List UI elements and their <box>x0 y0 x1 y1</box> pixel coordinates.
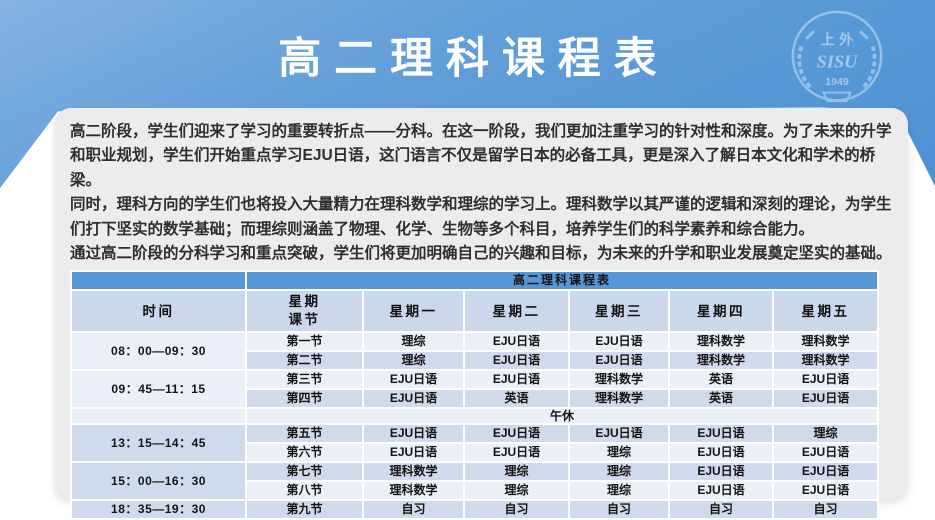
time-cell: 08：00—09：30 <box>72 333 245 370</box>
subject-cell: EJU日语 <box>364 425 463 443</box>
subject-cell: EJU日语 <box>465 352 568 370</box>
subject-cell: EJU日语 <box>774 371 878 389</box>
table-title-spacer <box>72 272 245 290</box>
svg-text:1949: 1949 <box>825 76 849 88</box>
school-seal-icon: 上 外 SISU 1949 <box>791 10 883 103</box>
page-title: 高二理科课程表 <box>278 35 670 83</box>
subject-cell: 理科数学 <box>670 352 772 370</box>
subject-cell: 理科数学 <box>364 463 463 481</box>
col-header-week-period: 星期 课节 <box>247 291 362 332</box>
table-row: 18：35—19：30 第九节 自习 自习 自习 自习 自习 <box>72 501 878 519</box>
period-cell: 第九节 <box>247 501 362 519</box>
table-row: 15：00—16：30 第七节 理科数学 理综 理综 EJU日语 EJU日语 <box>72 463 878 500</box>
subject-cell: 理科数学 <box>670 333 772 351</box>
subject-cell: 英语 <box>465 390 568 408</box>
period-cell: 第七节 <box>247 463 362 481</box>
period-cell: 第三节 <box>247 371 362 389</box>
col-header-tuesday: 星期二 <box>465 291 568 332</box>
time-cell: 09：45—11：15 <box>72 371 245 408</box>
subject-cell: EJU日语 <box>465 425 568 443</box>
col-header-wednesday: 星期三 <box>570 291 668 332</box>
subject-cell: EJU日语 <box>465 444 568 462</box>
time-cell: 15：00—16：30 <box>72 463 245 500</box>
svg-text:SISU: SISU <box>817 52 858 72</box>
period-cell: 第二节 <box>247 352 362 370</box>
svg-text:上 外: 上 外 <box>821 31 854 49</box>
period-cell: 第八节 <box>247 482 362 500</box>
intro-paragraph: 通过高二阶段的分科学习和重点突破，学生们将更加明确自己的兴趣和目标，为未来的升学… <box>70 245 892 263</box>
table-row: 第二节 理综 EJU日语 EJU日语 理科数学 理科数学 <box>72 352 878 370</box>
intro-text: 高二阶段，学生们迎来了学习的重要转折点——分科。在这一阶段，我们更加注重学习的针… <box>70 120 893 266</box>
subject-cell: EJU日语 <box>774 390 878 408</box>
subject-cell: 理科数学 <box>364 482 463 500</box>
table-row: 第八节 理科数学 理综 理综 EJU日语 EJU日语 <box>72 482 878 500</box>
intro-paragraph: 高二阶段，学生们迎来了学习的重要转折点——分科。在这一阶段，我们更加注重学习的针… <box>70 123 892 189</box>
subject-cell: 理综 <box>570 482 668 500</box>
subject-cell: EJU日语 <box>774 463 878 481</box>
period-cell: 第六节 <box>247 444 362 462</box>
subject-cell: EJU日语 <box>774 482 878 500</box>
subject-cell: 自习 <box>670 501 772 519</box>
subject-cell: 自习 <box>570 501 668 519</box>
subject-cell: 理科数学 <box>570 390 668 408</box>
subject-cell: 理科数学 <box>774 352 878 370</box>
table-title-row: 高二理科课程表 <box>72 272 878 290</box>
table-row: 第四节 EJU日语 英语 理科数学 英语 EJU日语 <box>72 390 878 408</box>
subject-cell: EJU日语 <box>670 482 772 500</box>
period-cell: 第四节 <box>247 390 362 408</box>
subject-cell: 理科数学 <box>774 333 878 351</box>
subject-cell: 理综 <box>774 425 878 443</box>
subject-cell: 理综 <box>364 333 463 351</box>
col-header-monday: 星期一 <box>364 291 463 332</box>
subject-cell: EJU日语 <box>465 333 568 351</box>
period-cell: 第一节 <box>247 333 362 351</box>
table-row: 09：45—11：15 第三节 EJU日语 EJU日语 理科数学 英语 EJU日… <box>72 371 878 408</box>
table-row: 13：15—14：45 第五节 EJU日语 EJU日语 EJU日语 EJU日语 … <box>72 425 878 462</box>
col-header-week: 星期 <box>288 294 321 310</box>
subject-cell: EJU日语 <box>465 371 568 389</box>
table-row: 08：00—09：30 第一节 理综 EJU日语 EJU日语 理科数学 理科数学 <box>72 333 878 370</box>
subject-cell: 理综 <box>465 463 568 481</box>
content-card: 高二阶段，学生们迎来了学习的重要转折点——分科。在这一阶段，我们更加注重学习的针… <box>55 108 908 520</box>
subject-cell: 英语 <box>670 371 772 389</box>
col-header-time: 时间 <box>72 291 245 332</box>
subject-cell: EJU日语 <box>670 444 772 462</box>
subject-cell: EJU日语 <box>364 390 463 408</box>
period-cell: 第五节 <box>247 425 362 443</box>
subject-cell: 自习 <box>465 501 568 519</box>
subject-cell: EJU日语 <box>364 371 463 389</box>
subject-cell: EJU日语 <box>670 425 772 443</box>
subject-cell: EJU日语 <box>774 444 878 462</box>
col-header-thursday: 星期四 <box>670 291 772 332</box>
time-cell: 18：35—19：30 <box>72 501 245 519</box>
time-cell <box>72 409 245 424</box>
table-row: 第六节 EJU日语 EJU日语 理综 EJU日语 EJU日语 <box>72 444 878 462</box>
subject-cell: EJU日语 <box>570 425 668 443</box>
subject-cell: EJU日语 <box>570 352 668 370</box>
subject-cell: 英语 <box>670 390 772 408</box>
subject-cell: 自习 <box>364 501 463 519</box>
table-title: 高二理科课程表 <box>247 272 878 290</box>
subject-cell: 理综 <box>570 444 668 462</box>
subject-cell: 理综 <box>570 463 668 481</box>
col-header-friday: 星期五 <box>774 291 878 332</box>
subject-cell: 自习 <box>774 501 878 519</box>
subject-cell: 理综 <box>364 352 463 370</box>
lunch-cell: 午休 <box>247 409 878 424</box>
subject-cell: EJU日语 <box>570 333 668 351</box>
lunch-row: 午休 <box>72 409 878 424</box>
subject-cell: EJU日语 <box>670 463 772 481</box>
intro-paragraph: 同时，理科方向的学生们也将投入大量精力在理科数学和理综的学习上。理科数学以其严谨… <box>70 196 892 238</box>
subject-cell: EJU日语 <box>364 444 463 462</box>
table-header-row: 时间 星期 课节 星期一 星期二 星期三 星期四 星期五 <box>72 291 878 332</box>
timetable: 高二理科课程表 时间 星期 课节 星期一 星期二 星期三 星期四 星期五 08：… <box>70 270 880 520</box>
subject-cell: 理科数学 <box>570 371 668 389</box>
subject-cell: 理综 <box>465 482 568 500</box>
col-header-period: 课节 <box>288 312 321 328</box>
time-cell: 13：15—14：45 <box>72 425 245 462</box>
